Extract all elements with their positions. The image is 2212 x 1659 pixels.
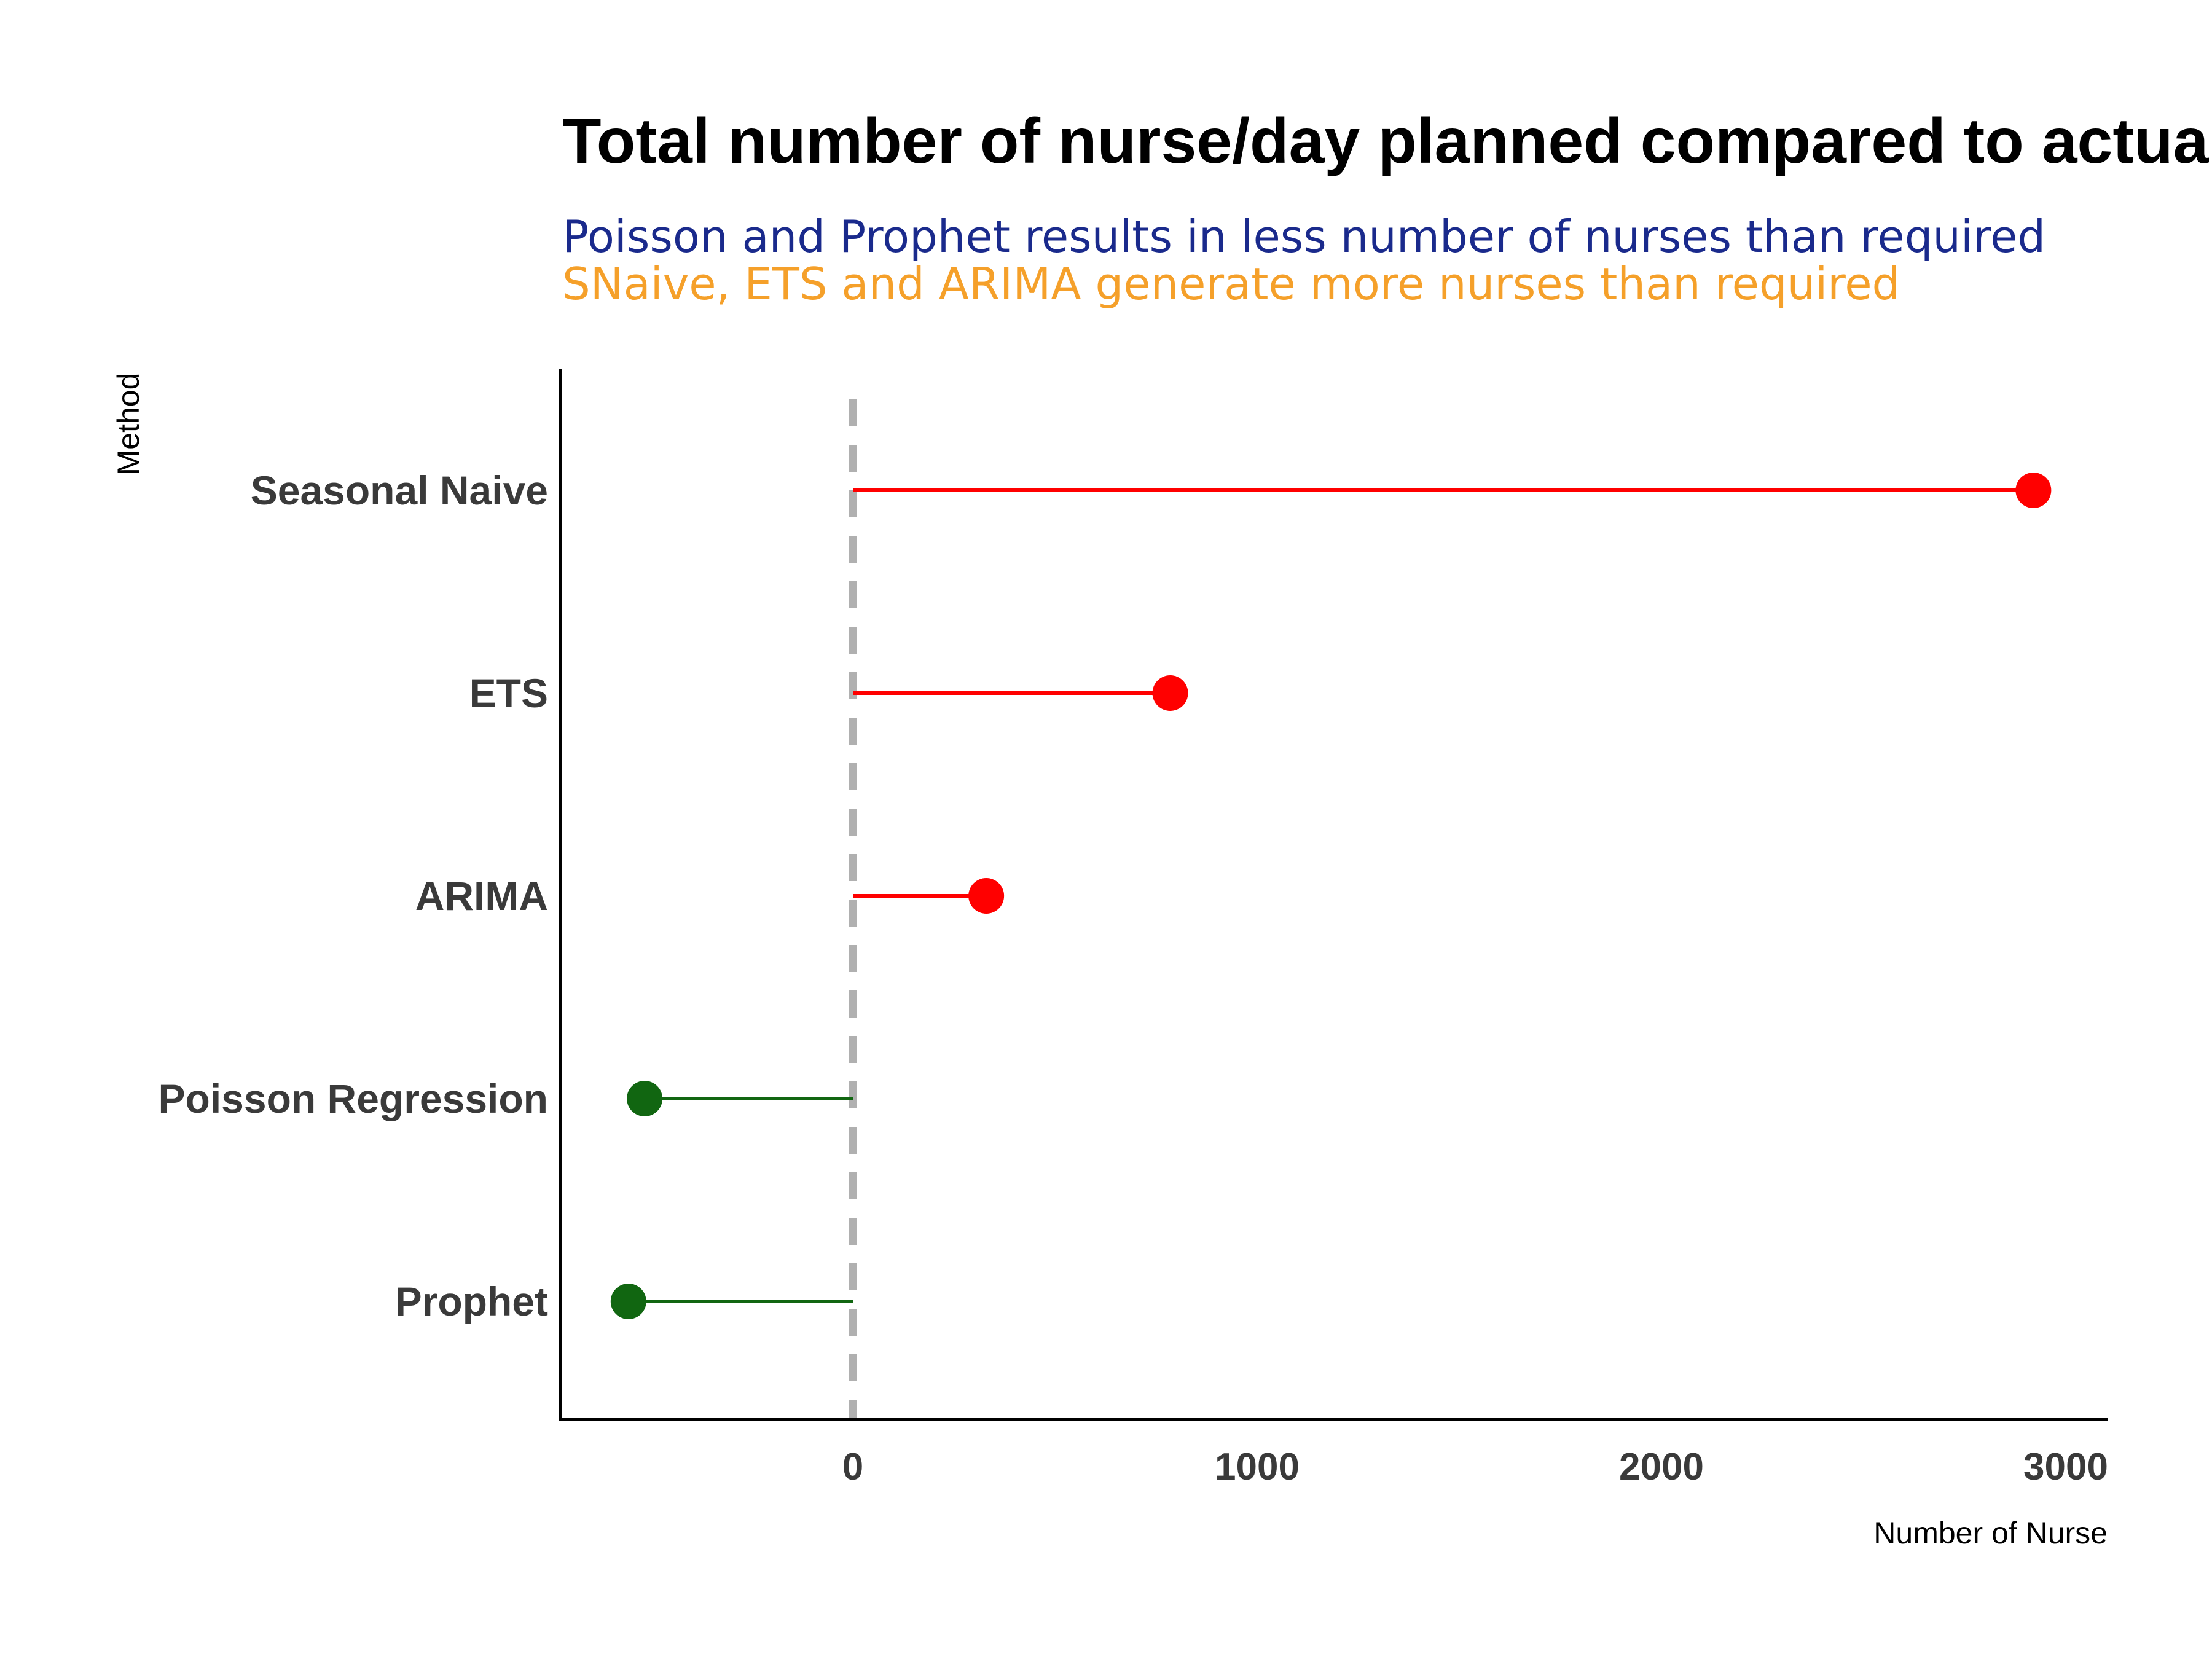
y-axis-title: Method: [111, 373, 146, 476]
lollipop-point: [627, 1081, 663, 1116]
x-tick-label: 3000: [2023, 1446, 2108, 1488]
x-tick-label: 0: [842, 1446, 863, 1488]
plot-area: 0 1000 2000 3000 Seasonal Naive ETS ARIMA Poiss…: [158, 369, 2108, 1488]
chart-subtitle-line-2: SNaive, ETS and ARIMA generate more nurs…: [562, 258, 1900, 310]
x-tick-label: 2000: [1619, 1446, 1704, 1488]
y-category-label: ETS: [469, 670, 548, 716]
x-axis-title: Number of Nurse: [1873, 1516, 2108, 1550]
y-category-label: Prophet: [395, 1279, 548, 1324]
x-tick-label: 1000: [1215, 1446, 1300, 1488]
lollipop-point: [610, 1284, 646, 1319]
y-category-label: ARIMA: [415, 873, 548, 919]
lollipop-point: [2015, 473, 2052, 508]
chart-subtitle-line-1: Poisson and Prophet results in less numb…: [562, 211, 2045, 262]
lollipop-point: [1152, 675, 1188, 711]
chart-title: Total number of nurse/day planned compar…: [562, 106, 2212, 177]
y-category-label: Seasonal Naive: [251, 468, 548, 513]
y-category-label: Poisson Regression: [158, 1076, 548, 1121]
lollipop-point: [968, 878, 1005, 914]
